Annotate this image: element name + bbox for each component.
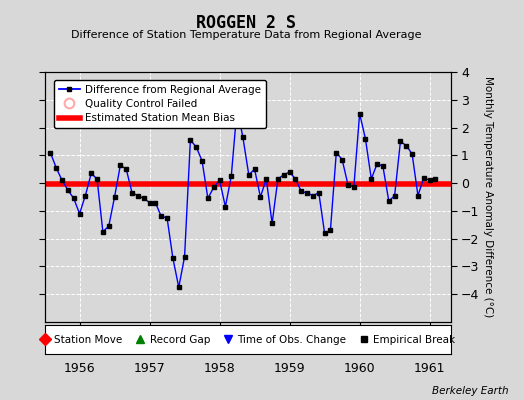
- Text: ROGGEN 2 S: ROGGEN 2 S: [196, 14, 296, 32]
- Text: 1960: 1960: [344, 362, 375, 375]
- Text: 1958: 1958: [204, 362, 235, 375]
- Text: Berkeley Earth: Berkeley Earth: [432, 386, 508, 396]
- Text: Difference of Station Temperature Data from Regional Average: Difference of Station Temperature Data f…: [71, 30, 421, 40]
- Text: 1959: 1959: [274, 362, 305, 375]
- Legend: Station Move, Record Gap, Time of Obs. Change, Empirical Break: Station Move, Record Gap, Time of Obs. C…: [37, 332, 458, 348]
- Text: 1961: 1961: [414, 362, 445, 375]
- Text: 1956: 1956: [64, 362, 95, 375]
- Text: 1957: 1957: [134, 362, 166, 375]
- Legend: Difference from Regional Average, Quality Control Failed, Estimated Station Mean: Difference from Regional Average, Qualit…: [54, 80, 266, 128]
- Y-axis label: Monthly Temperature Anomaly Difference (°C): Monthly Temperature Anomaly Difference (…: [483, 76, 493, 318]
